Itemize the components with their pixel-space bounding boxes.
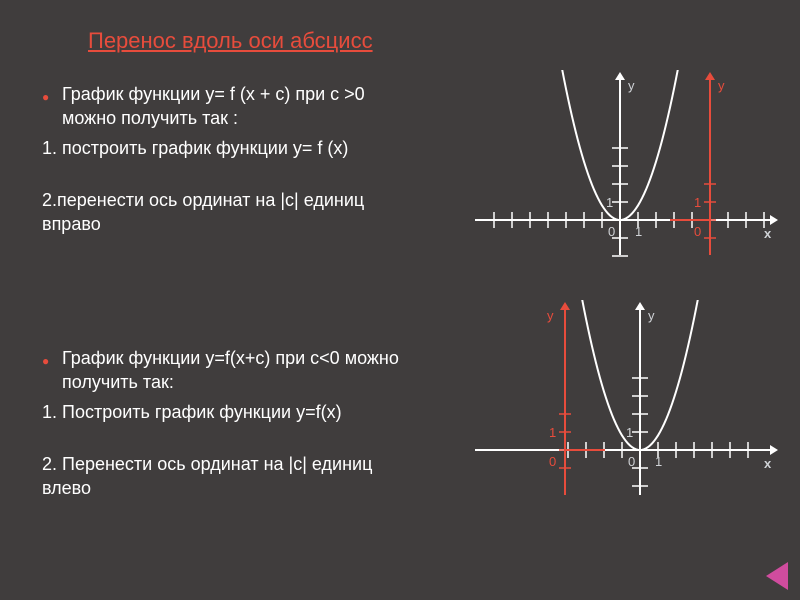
svg-text:1: 1 xyxy=(694,195,701,210)
svg-text:y: y xyxy=(648,308,655,323)
svg-text:0: 0 xyxy=(628,454,635,469)
svg-text:y: y xyxy=(547,308,554,323)
slide: Перенос вдоль оси абсцисс ● График функц… xyxy=(0,0,800,600)
svg-text:1: 1 xyxy=(626,425,633,440)
svg-text:y: y xyxy=(628,78,635,93)
block2-step2: 2. Перенести ось ординат на |c| единиц в… xyxy=(42,452,422,501)
block1-step1: 1. построить график функции y= f (x) xyxy=(42,136,422,160)
bullet-icon: ● xyxy=(42,90,49,104)
svg-text:1: 1 xyxy=(549,425,556,440)
block2-lead: График функции y=f(x+c) при c<0 можно по… xyxy=(62,346,422,395)
svg-text:0: 0 xyxy=(549,454,556,469)
svg-text:y: y xyxy=(718,78,725,93)
block1-step2: 2.перенести ось ординат на |c| единиц вп… xyxy=(42,188,422,237)
block1-lead: График функции y= f (x + c) при c >0 мож… xyxy=(62,82,422,131)
svg-text:1: 1 xyxy=(606,195,613,210)
svg-text:1: 1 xyxy=(655,454,662,469)
svg-text:x: x xyxy=(764,226,772,241)
svg-text:1: 1 xyxy=(635,224,642,239)
bullet-icon: ● xyxy=(42,354,49,368)
chart-top: 0 1 1 y x 0 1 y xyxy=(470,70,780,260)
page-title: Перенос вдоль оси абсцисс xyxy=(88,28,373,54)
chart-bottom: 0 1 1 y x 0 1 y xyxy=(470,300,780,500)
svg-text:0: 0 xyxy=(608,224,615,239)
svg-text:x: x xyxy=(764,456,772,471)
block2-step1: 1. Построить график функции y=f(x) xyxy=(42,400,422,424)
svg-text:0: 0 xyxy=(694,224,701,239)
prev-slide-button[interactable] xyxy=(766,562,788,590)
